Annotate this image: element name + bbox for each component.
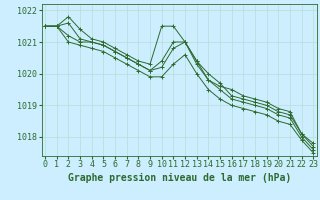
X-axis label: Graphe pression niveau de la mer (hPa): Graphe pression niveau de la mer (hPa)	[68, 173, 291, 183]
